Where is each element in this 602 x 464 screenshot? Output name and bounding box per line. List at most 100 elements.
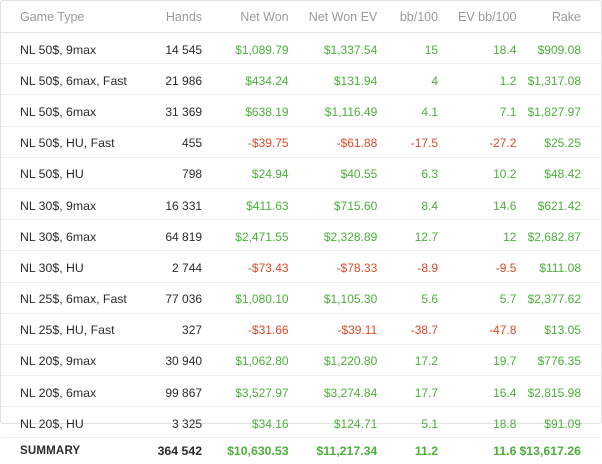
cell-rake: $621.42 [516, 188, 601, 219]
cell-net-won: -$73.43 [203, 251, 289, 282]
cell-hands: 3 325 [145, 407, 203, 438]
cell-net-won-ev: -$61.88 [289, 126, 378, 157]
cell-hands: 14 545 [145, 33, 203, 64]
cell-rake: $13.05 [516, 313, 601, 344]
cell-ev-bb100: 14.6 [438, 188, 516, 219]
cell-ev-bb100: 5.7 [438, 282, 516, 313]
cell-ev-bb100: -47.8 [438, 313, 516, 344]
cell-game-type: NL 50$, 9max [1, 33, 145, 64]
column-header-game-type[interactable]: Game Type [1, 1, 145, 33]
cell-net-won-ev: $3,274.84 [289, 376, 378, 407]
cell-net-won-ev: $2,328.89 [289, 220, 378, 251]
summary-hands: 364 542 [145, 438, 203, 464]
cell-ev-bb100: 12 [438, 220, 516, 251]
summary-net-won-ev: $11,217.34 [289, 438, 378, 464]
cell-hands: 798 [145, 157, 203, 188]
cell-bb100: 6.3 [377, 157, 438, 188]
summary-ev-bb100: 11.6 [438, 438, 516, 464]
cell-rake: $48.42 [516, 157, 601, 188]
cell-game-type: NL 50$, 6max [1, 95, 145, 126]
cell-ev-bb100: 1.2 [438, 64, 516, 95]
cell-ev-bb100: 18.8 [438, 407, 516, 438]
cell-bb100: 17.2 [377, 344, 438, 375]
cell-net-won-ev: $124.71 [289, 407, 378, 438]
cell-net-won: $2,471.55 [203, 220, 289, 251]
cell-hands: 30 940 [145, 344, 203, 375]
cell-game-type: NL 50$, 6max, Fast [1, 64, 145, 95]
cell-ev-bb100: 19.7 [438, 344, 516, 375]
cell-net-won: $434.24 [203, 64, 289, 95]
cell-net-won-ev: $1,220.80 [289, 344, 378, 375]
cell-game-type: NL 30$, 9max [1, 188, 145, 219]
cell-ev-bb100: 7.1 [438, 95, 516, 126]
column-header-hands[interactable]: Hands [145, 1, 203, 33]
cell-net-won-ev: $1,116.49 [289, 95, 378, 126]
cell-hands: 455 [145, 126, 203, 157]
cell-net-won-ev: $1,105.30 [289, 282, 378, 313]
cell-net-won: $3,527.97 [203, 376, 289, 407]
cell-bb100: -38.7 [377, 313, 438, 344]
cell-net-won: $1,089.79 [203, 33, 289, 64]
summary-net-won: $10,630.53 [203, 438, 289, 464]
cell-game-type: NL 25$, HU, Fast [1, 313, 145, 344]
cell-ev-bb100: 16.4 [438, 376, 516, 407]
column-header-ev-bb100[interactable]: EV bb/100 [438, 1, 516, 33]
cell-bb100: 12.7 [377, 220, 438, 251]
cell-net-won: $34.16 [203, 407, 289, 438]
cell-net-won: $1,080.10 [203, 282, 289, 313]
cell-rake: $909.08 [516, 33, 601, 64]
cell-rake: $1,827.97 [516, 95, 601, 126]
column-header-net-won-ev[interactable]: Net Won EV [289, 1, 378, 33]
cell-game-type: NL 25$, 6max, Fast [1, 282, 145, 313]
cell-game-type: NL 20$, HU [1, 407, 145, 438]
cell-net-won: -$39.75 [203, 126, 289, 157]
summary-row: SUMMARY 364 542 $10,630.53 $11,217.34 11… [1, 438, 601, 464]
cell-bb100: 8.4 [377, 188, 438, 219]
cell-ev-bb100: 10.2 [438, 157, 516, 188]
summary-label: SUMMARY [1, 438, 145, 464]
cell-net-won-ev: $1,337.54 [289, 33, 378, 64]
column-header-rake[interactable]: Rake [516, 1, 601, 33]
table-header: Game Type Hands Net Won Net Won EV bb/10… [1, 1, 601, 33]
cell-bb100: 15 [377, 33, 438, 64]
cell-game-type: NL 30$, HU [1, 251, 145, 282]
cell-rake: $111.08 [516, 251, 601, 282]
cell-rake: $2,682.87 [516, 220, 601, 251]
cell-ev-bb100: -27.2 [438, 126, 516, 157]
cell-bb100: -8.9 [377, 251, 438, 282]
cell-rake: $2,377.62 [516, 282, 601, 313]
column-header-net-won[interactable]: Net Won [203, 1, 289, 33]
cell-bb100: 4 [377, 64, 438, 95]
column-header-bb100[interactable]: bb/100 [377, 1, 438, 33]
cell-net-won-ev: $715.60 [289, 188, 378, 219]
cell-net-won: $24.94 [203, 157, 289, 188]
cell-rake: $2,815.98 [516, 376, 601, 407]
cell-net-won-ev: -$39.11 [289, 313, 378, 344]
cell-rake: $776.35 [516, 344, 601, 375]
cell-hands: 99 867 [145, 376, 203, 407]
cell-bb100: 5.6 [377, 282, 438, 313]
header-row: Game Type Hands Net Won Net Won EV bb/10… [1, 1, 601, 33]
cell-rake: $1,317.08 [516, 64, 601, 95]
summary-bb100: 11.2 [377, 438, 438, 464]
cell-bb100: 4.1 [377, 95, 438, 126]
cell-bb100: 17.7 [377, 376, 438, 407]
cell-ev-bb100: -9.5 [438, 251, 516, 282]
cell-net-won: $638.19 [203, 95, 289, 126]
cell-rake: $91.09 [516, 407, 601, 438]
